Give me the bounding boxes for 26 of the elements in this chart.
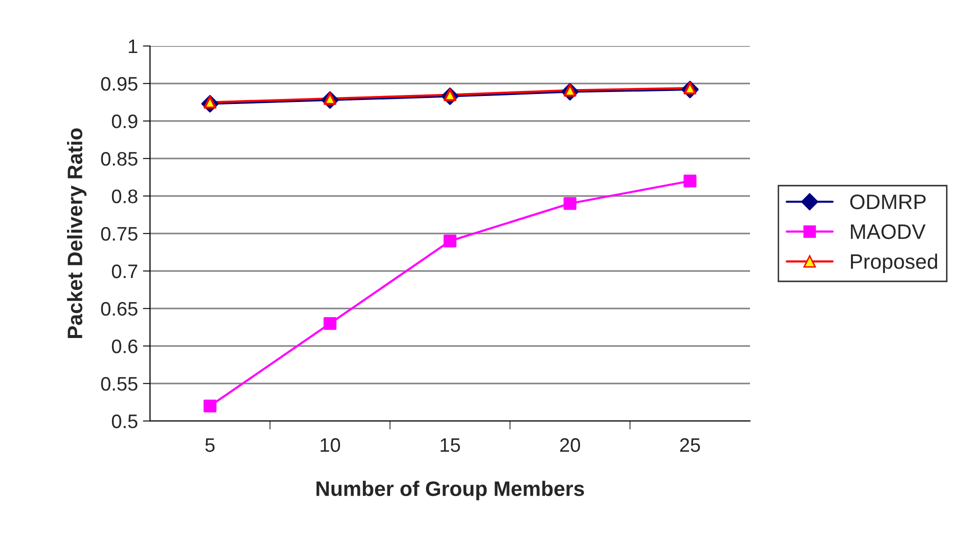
y-tick-label: 0.95 [101,76,138,91]
legend-label: Proposed [850,254,938,274]
y-tick-label: 0.75 [101,226,138,241]
y-tick-label: 0.5 [112,414,138,428]
point [324,317,336,330]
y-tick-label: 0.9 [112,114,138,128]
y-axis-title: Packet Delivery Ratio [67,128,86,338]
y-tick-label: 0.85 [101,152,138,166]
legend-label: MAODV [850,224,926,240]
y-tick-label: 0.55 [101,376,138,391]
x-tick-label: 5 [205,438,215,452]
y-tick-label: 0.6 [112,339,138,354]
point [564,197,576,210]
x-tick-label: 15 [440,438,460,452]
y-tick-label: 1 [128,40,138,54]
x-tick-label: 25 [680,438,700,452]
x-axis-title: Number of Group Members [316,480,584,500]
point [444,234,456,248]
y-tick-label: 0.8 [112,189,138,204]
x-tick-label: 20 [560,438,580,452]
legend-label: ODMRP [850,194,926,210]
y-tick-label: 0.7 [112,264,138,278]
x-tick-label: 10 [320,438,340,452]
y-tick-label: 0.65 [101,302,138,316]
point [204,400,216,412]
point [684,174,696,188]
